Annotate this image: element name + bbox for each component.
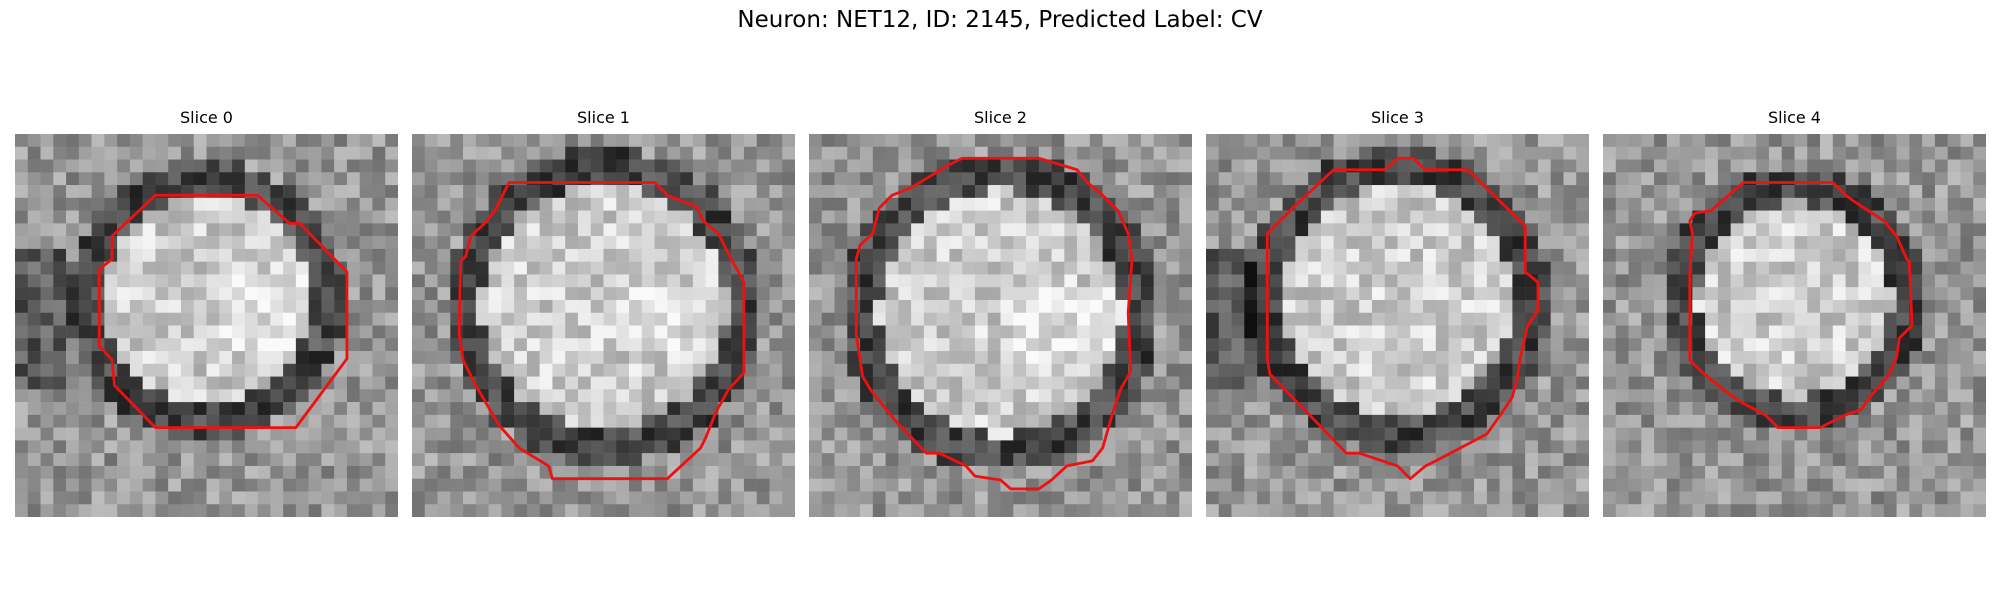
contour-outline (457, 181, 746, 481)
slice-panel: Slice 4 (1603, 108, 1986, 518)
slice-panel: Slice 0 (15, 108, 398, 518)
slice-title: Slice 0 (180, 108, 233, 127)
slice-image (1206, 134, 1589, 517)
slice-image (412, 134, 795, 517)
slice-panel: Slice 1 (412, 108, 795, 518)
slice-title: Slice 3 (1371, 108, 1424, 127)
slice-image (809, 134, 1192, 517)
contour-outline (1265, 156, 1540, 481)
slice-title: Slice 4 (1768, 108, 1821, 127)
slice-image (1603, 134, 1986, 517)
contour-outline (854, 156, 1134, 491)
slice-panel: Slice 2 (809, 108, 1192, 518)
contour-outline (97, 193, 349, 430)
slice-image (15, 134, 398, 517)
slice-title: Slice 2 (974, 108, 1027, 127)
slice-title: Slice 1 (577, 108, 630, 127)
contour-outline (1688, 181, 1914, 430)
figure-title: Neuron: NET12, ID: 2145, Predicted Label… (737, 7, 1263, 33)
slice-panel: Slice 3 (1206, 108, 1589, 518)
